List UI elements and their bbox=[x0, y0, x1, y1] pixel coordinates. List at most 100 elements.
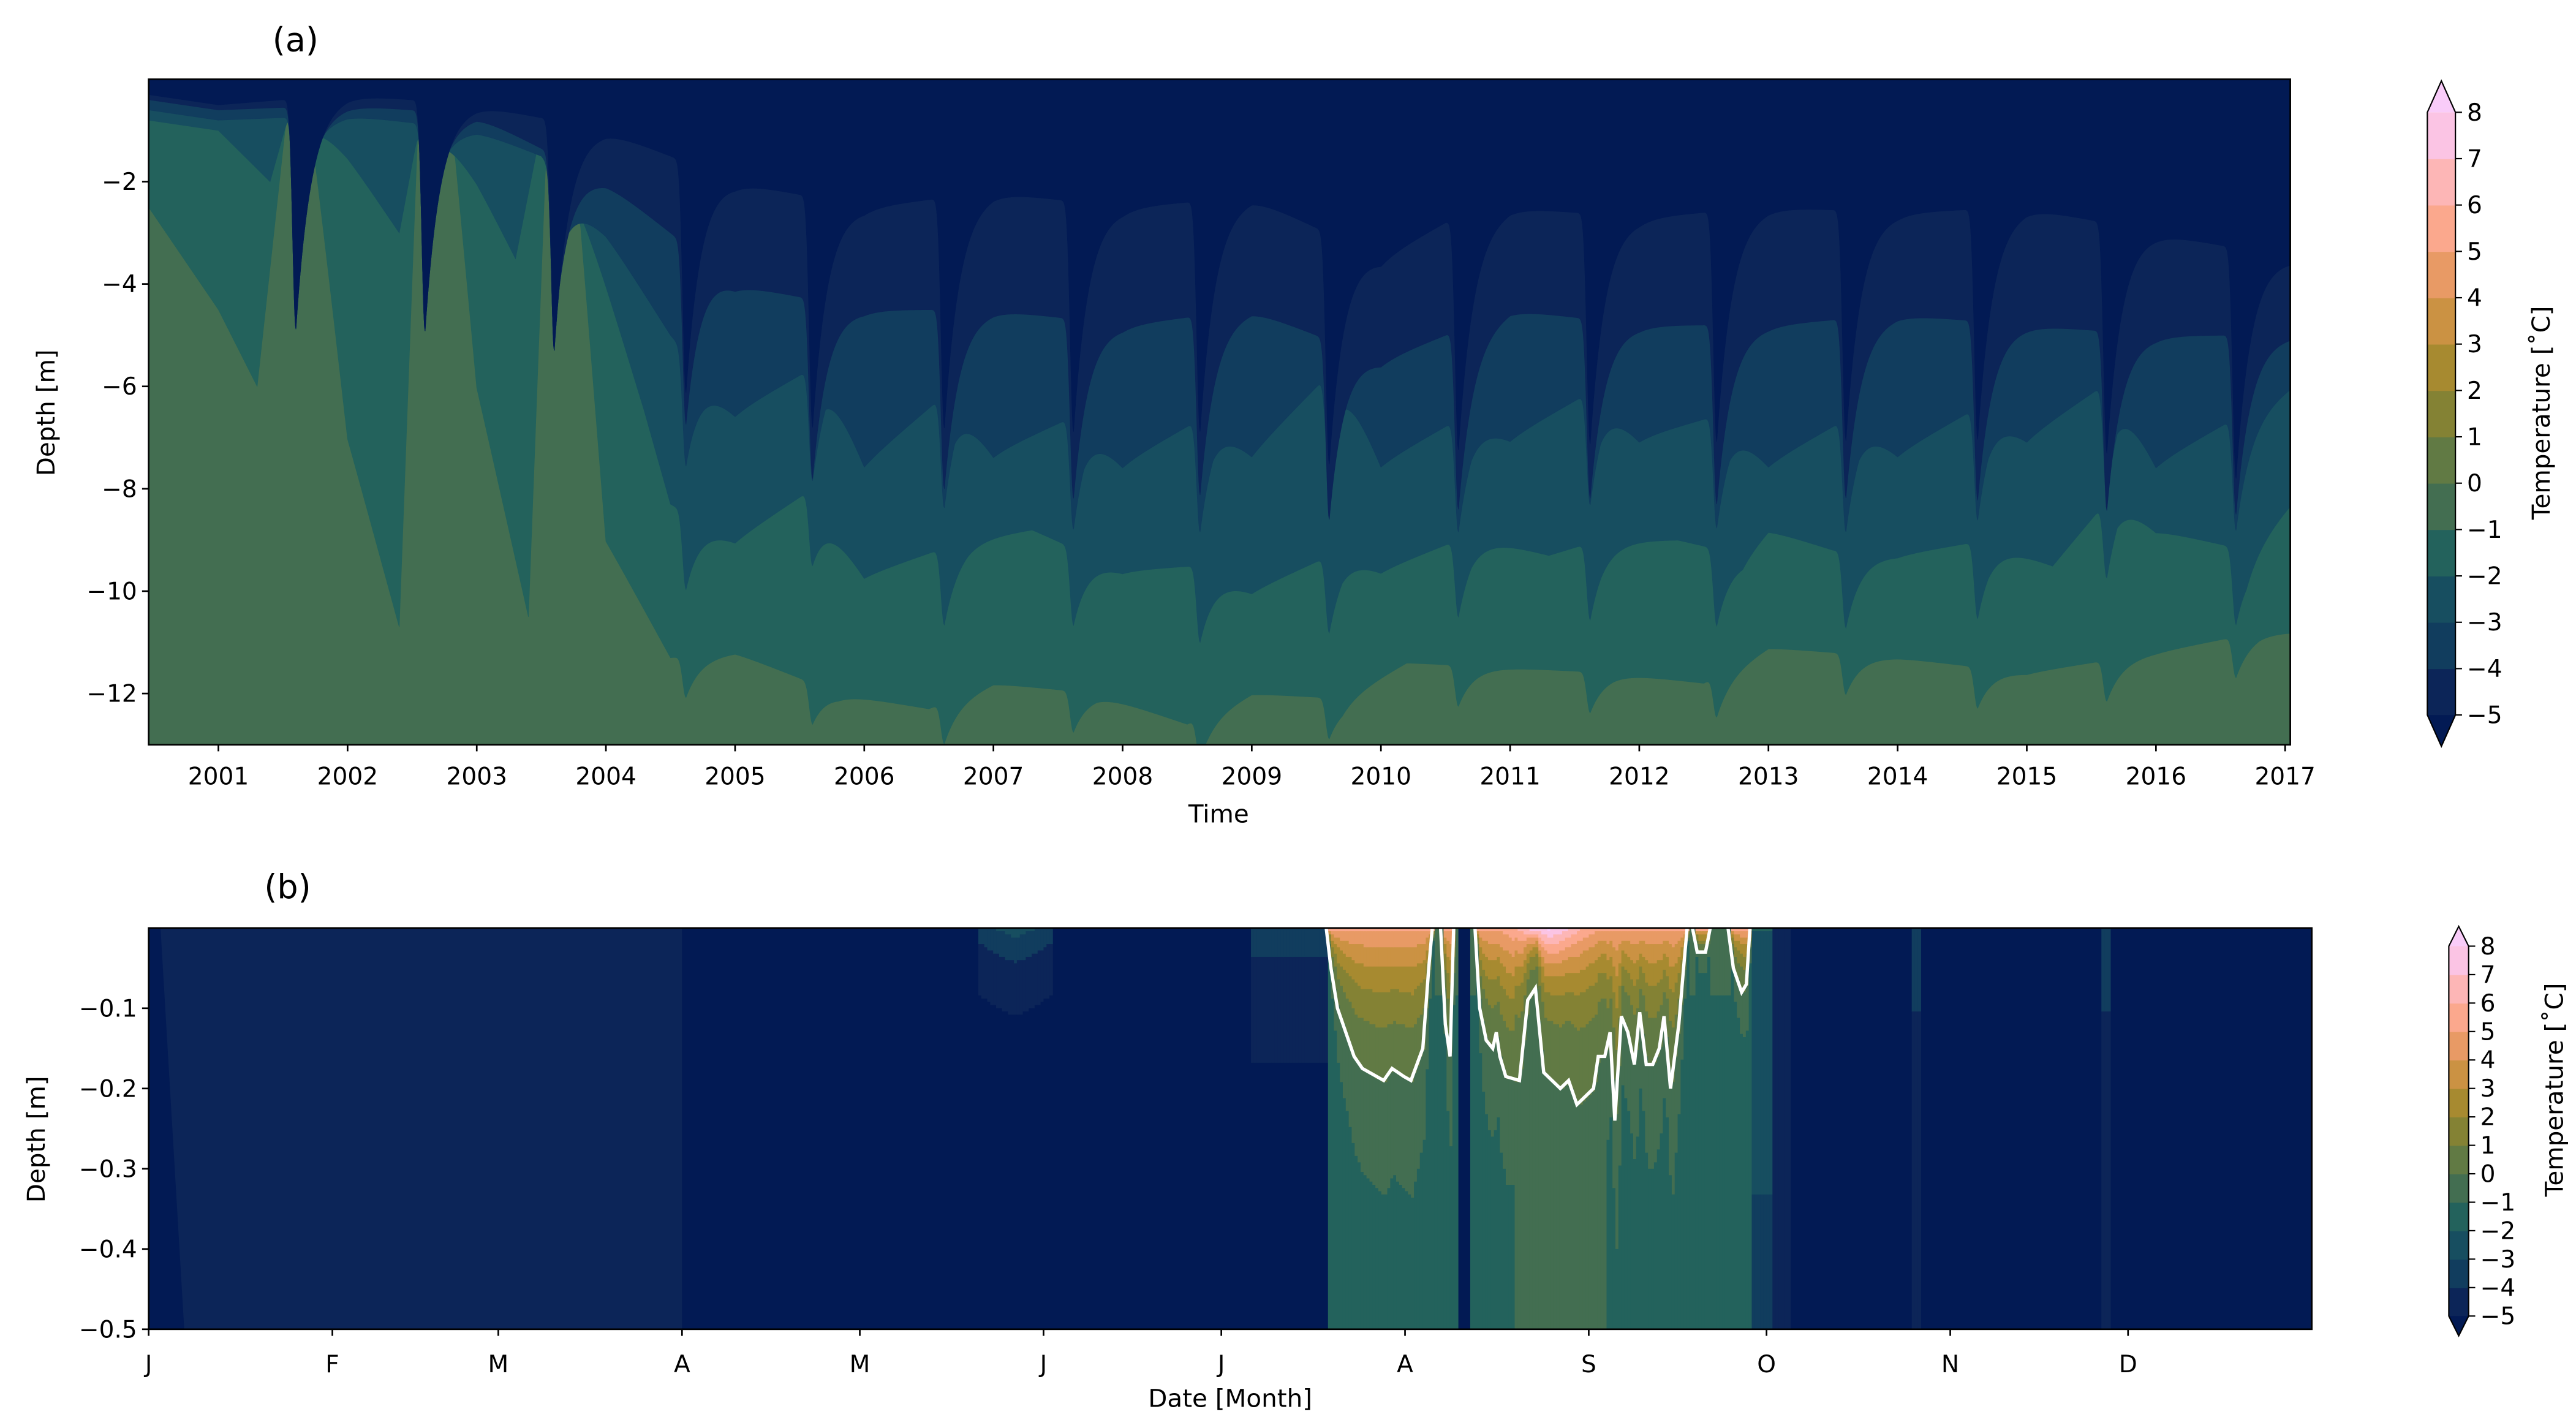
contour-cell bbox=[1585, 1098, 1590, 1329]
contour-cell bbox=[1351, 1143, 1356, 1329]
contour-cell bbox=[1656, 944, 1661, 961]
contour-cell bbox=[1016, 1014, 1021, 1329]
colorbar-swatch bbox=[2427, 668, 2456, 716]
contour-cell bbox=[1014, 927, 1018, 939]
contour-cell bbox=[1411, 1082, 1415, 1198]
contour-cell bbox=[1781, 927, 1785, 1329]
contour-cell bbox=[1651, 963, 1655, 986]
contour-cell bbox=[1574, 1027, 1577, 1099]
contour-cell bbox=[1503, 1021, 1506, 1070]
contour-cell bbox=[1511, 999, 1516, 1032]
contour-cell bbox=[1049, 944, 1053, 996]
contour-cell bbox=[1402, 947, 1406, 967]
contour-cell bbox=[1595, 944, 1598, 961]
contour-cell bbox=[1627, 973, 1631, 996]
contour-cell bbox=[1334, 989, 1338, 1032]
contour-cell bbox=[1621, 966, 1625, 986]
contour-cell bbox=[1354, 1014, 1358, 1060]
contour-cell bbox=[1618, 927, 1622, 932]
contour-cell bbox=[1446, 1111, 1450, 1329]
contour-cell bbox=[1426, 931, 1430, 939]
contour-cell bbox=[1319, 956, 1323, 1063]
contour-cell bbox=[1541, 940, 1545, 948]
contour-cell bbox=[1449, 1146, 1453, 1329]
colorbar-tick-label: −3 bbox=[2467, 609, 2502, 637]
contour-cell bbox=[1689, 995, 1693, 1329]
contour-cell bbox=[1568, 1021, 1572, 1083]
contour-cell bbox=[1366, 947, 1370, 967]
contour-cell bbox=[1485, 999, 1489, 1038]
contour-cell bbox=[1559, 934, 1563, 942]
colorbar-swatch bbox=[2427, 529, 2456, 576]
x-tick-label: J bbox=[143, 1351, 153, 1378]
contour-cell bbox=[1402, 1075, 1406, 1189]
contour-cell bbox=[1532, 927, 1536, 932]
contour-cell bbox=[1642, 995, 1646, 1035]
contour-cell bbox=[1671, 1082, 1675, 1195]
contour-cell bbox=[1556, 927, 1560, 935]
contour-cell bbox=[1556, 953, 1560, 964]
contour-cell bbox=[1666, 931, 1669, 942]
contour-cell bbox=[1500, 931, 1503, 948]
contour-cell bbox=[1751, 931, 1756, 1195]
contour-cell bbox=[1369, 1072, 1373, 1182]
contour-cell bbox=[1506, 1079, 1509, 1185]
contour-cell bbox=[1029, 956, 1032, 1009]
contour-cell bbox=[1671, 1194, 1675, 1329]
contour-cell bbox=[1310, 927, 1314, 958]
contour-cell bbox=[2101, 927, 2105, 1012]
contour-cell bbox=[1663, 1098, 1667, 1329]
contour-cell bbox=[1656, 982, 1661, 1012]
contour-cell bbox=[1609, 1117, 1613, 1329]
contour-cell bbox=[1043, 927, 1048, 948]
contour-cell bbox=[987, 950, 991, 1003]
contour-cell bbox=[1485, 956, 1489, 977]
contour-cell bbox=[1734, 927, 1738, 932]
contour-cell bbox=[1698, 931, 1702, 935]
contour-cell bbox=[1731, 944, 1735, 951]
contour-cell bbox=[1562, 995, 1566, 1025]
contour-cell bbox=[1544, 1075, 1548, 1329]
contour-cell bbox=[1609, 940, 1613, 958]
colorbar-tick-label: −2 bbox=[2467, 563, 2502, 591]
contour-cell bbox=[1606, 979, 1611, 1009]
contour-cell bbox=[1295, 956, 1299, 1063]
contour-cell bbox=[1592, 934, 1595, 948]
panel-a-colorbar: 8 7 6 5 4 3 2 1 0 −1 −2 −3 −4 −5 bbox=[2427, 79, 2502, 748]
contour-cell bbox=[1340, 1018, 1343, 1083]
zero-isotherm-line bbox=[1726, 927, 1752, 997]
panel-a: 2001 2002 2003 2004 2005 2006 2007 2008 2009 2010… bbox=[31, 21, 2556, 829]
contour-cell bbox=[1366, 989, 1370, 1022]
contour-cell bbox=[1568, 927, 1572, 939]
colorbar-tick-label: −5 bbox=[2467, 702, 2502, 730]
contour-cell bbox=[1378, 1191, 1382, 1329]
contour-cell bbox=[1538, 931, 1542, 939]
contour-cell bbox=[1547, 944, 1551, 954]
contour-cell bbox=[1369, 927, 1373, 932]
contour-cell bbox=[1517, 940, 1521, 954]
contour-cell bbox=[987, 927, 991, 951]
contour-cell bbox=[1574, 934, 1577, 945]
contour-cell bbox=[1728, 927, 1732, 996]
contour-cell bbox=[1514, 927, 1519, 939]
contour-cell bbox=[1677, 1033, 1682, 1115]
contour-cell bbox=[1025, 927, 1030, 932]
contour-cell bbox=[1615, 976, 1619, 1009]
contour-cell bbox=[1506, 995, 1509, 1029]
contour-cell bbox=[1568, 1082, 1572, 1329]
contour-cell bbox=[1497, 1117, 1501, 1329]
contour-cell bbox=[1416, 1018, 1421, 1067]
contour-cell bbox=[1615, 1008, 1619, 1051]
contour-cell bbox=[1372, 947, 1376, 967]
colorbar-tick-label: 4 bbox=[2480, 1047, 2496, 1075]
contour-cell bbox=[1396, 947, 1400, 967]
contour-cell bbox=[1399, 1075, 1403, 1185]
contour-cell bbox=[1277, 956, 1282, 1063]
contour-cell bbox=[1345, 956, 1350, 973]
contour-cell bbox=[1600, 973, 1604, 999]
contour-cell bbox=[1538, 937, 1542, 945]
contour-cell bbox=[1378, 931, 1382, 948]
contour-cell bbox=[1005, 927, 1009, 935]
colorbar-tick-label: 3 bbox=[2467, 331, 2482, 358]
contour-cell bbox=[1351, 979, 1356, 1009]
